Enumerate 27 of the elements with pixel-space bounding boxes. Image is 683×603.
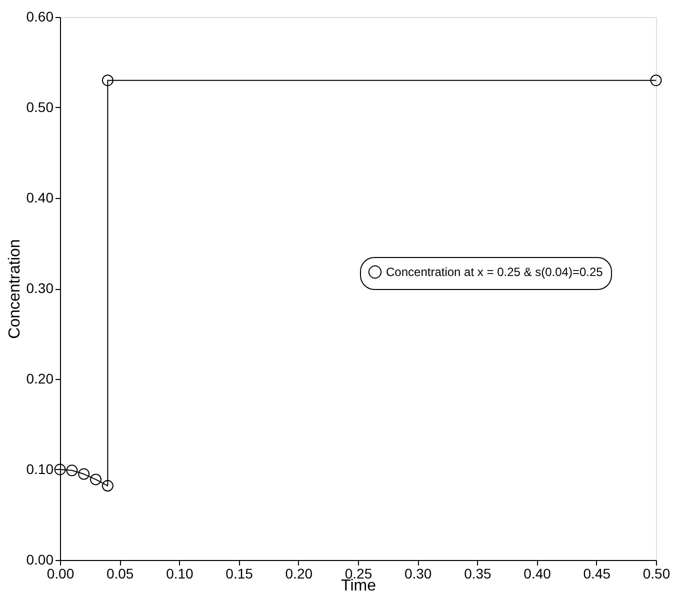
point (102, 74, 114, 86)
x-tick-label: 0.30 (404, 566, 432, 582)
x-tick-label: 0.40 (524, 566, 552, 582)
y-tick-label: 0.20 (26, 370, 54, 386)
point (90, 474, 102, 486)
y-axis-title: Concentration (6, 239, 24, 339)
y-tick-label: 0.30 (26, 280, 54, 296)
legend-label: Concentration at x = 0.25 & s(0.04)=0.25 (386, 265, 604, 279)
y-tick-label: 0.60 (26, 8, 54, 24)
point (54, 464, 66, 476)
point (78, 468, 90, 480)
x-tick-label: 0.05 (106, 566, 134, 582)
x-axis-title: Time (341, 578, 376, 594)
y-tick-label: 0.10 (26, 461, 54, 477)
point (102, 480, 114, 492)
y-tick-label: 0.40 (26, 190, 54, 206)
y-tick-label: 0.50 (26, 99, 54, 115)
x-tick-label: 0.45 (583, 566, 611, 582)
x-tick-label: 0.10 (166, 566, 194, 582)
x-tick-label: 0.20 (285, 566, 313, 582)
x-tick-label: 0.15 (226, 566, 254, 582)
x-tick-label: 0.00 (46, 566, 74, 582)
point (66, 464, 78, 476)
x-tick-label: 0.35 (464, 566, 492, 582)
x-tick-label: 0.50 (642, 566, 670, 582)
y-tick-label: 0.00 (26, 552, 54, 568)
point (650, 74, 662, 86)
